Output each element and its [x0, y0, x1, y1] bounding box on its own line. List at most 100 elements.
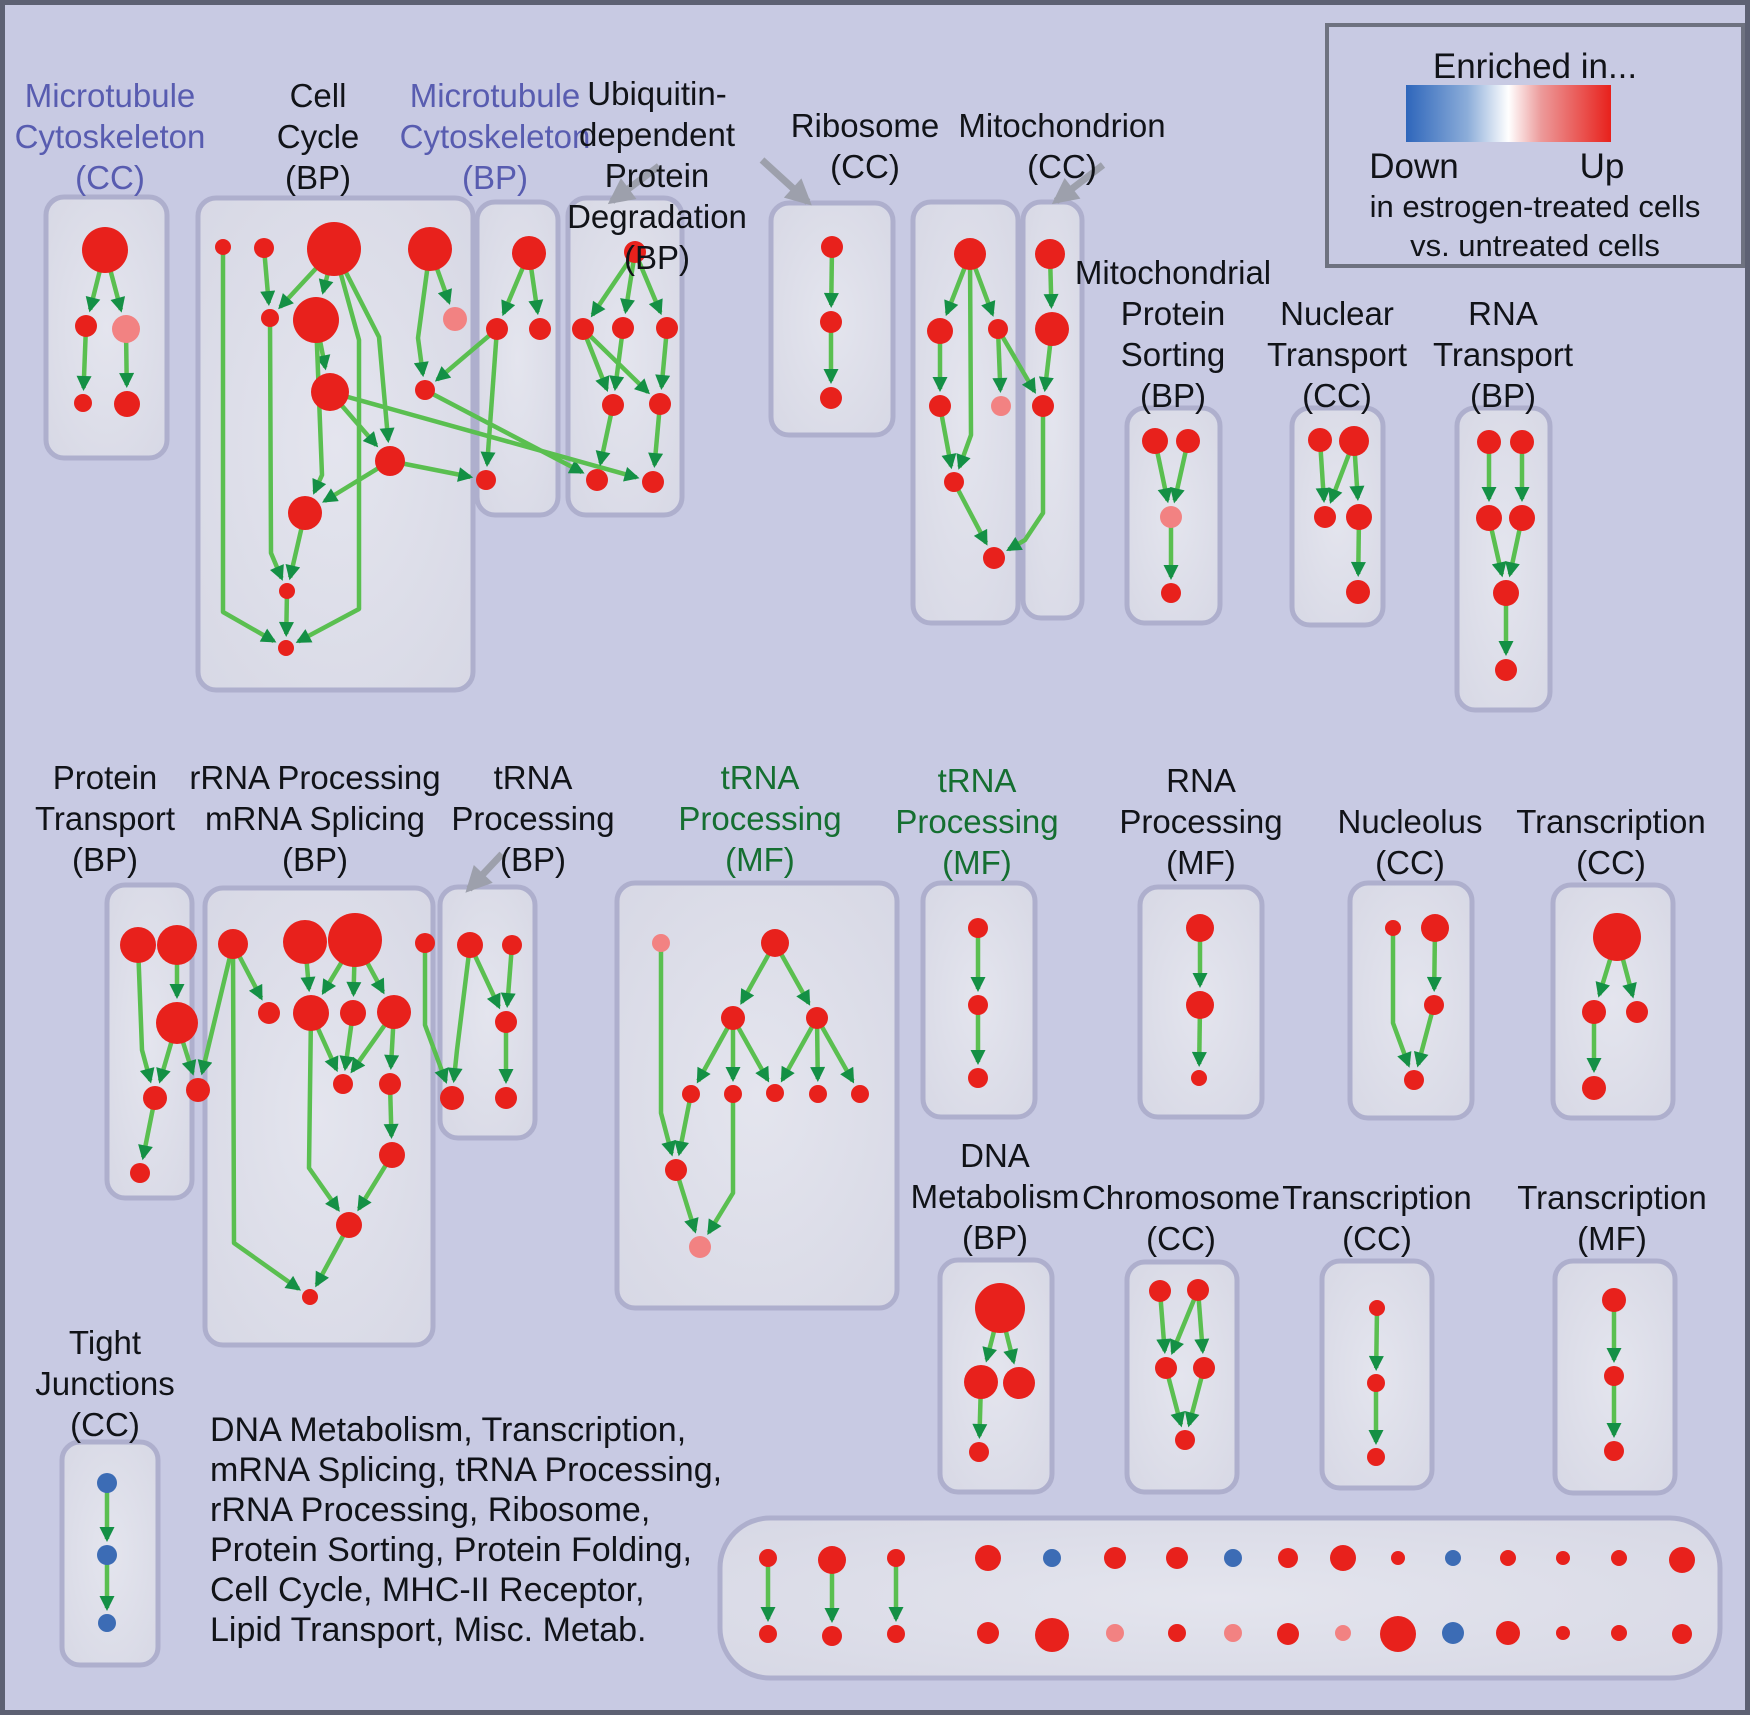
group-label-line: Cytoskeleton	[399, 118, 591, 155]
group-label-nt: Nuclear Transport (CC)	[1267, 293, 1407, 416]
group-label-tj: Tight Junctions (CC)	[35, 1322, 174, 1445]
node-rib_c	[988, 319, 1008, 339]
node-bbb7	[1168, 1624, 1186, 1642]
node-ub_bl	[586, 469, 608, 491]
node-mito_s	[1032, 395, 1054, 417]
node-cc_6	[293, 297, 339, 343]
group-label-line: Microtubule	[409, 77, 581, 114]
node-rib_t	[954, 238, 986, 270]
node-cc_11	[288, 496, 322, 530]
node-cc_7	[443, 307, 467, 331]
node-mps_pk	[1160, 506, 1182, 528]
node-nt_ml	[1314, 506, 1336, 528]
group-label-rm: RNA Processing (MF)	[1119, 760, 1282, 883]
node-tf_a	[1602, 1288, 1626, 1312]
node-mtbp_t	[512, 236, 546, 270]
edge	[197, 943, 236, 1076]
group-box-ch	[1124, 1259, 1240, 1495]
legend-title: Enriched in...	[1432, 47, 1638, 86]
group-label-line: Nucleolus	[1337, 803, 1483, 840]
group-box-nl	[1347, 880, 1475, 1121]
node-nt_tr	[1339, 426, 1369, 456]
node-dm_t	[975, 1283, 1025, 1333]
misc-text-line: mRNA Splicing, tRNA Processing,	[210, 1451, 723, 1489]
group-label-line: Sorting	[1120, 336, 1226, 373]
group-label-ts: tRNA Processing (MF)	[895, 760, 1058, 883]
node-ub_ll	[602, 394, 624, 416]
node-bbb9	[1277, 1623, 1299, 1645]
edge	[135, 944, 155, 1084]
node-rib_b	[983, 547, 1005, 569]
node-ub_ml	[572, 318, 594, 340]
node-bbb4	[977, 1622, 999, 1644]
group-label-rib: Ribosome (CC)	[791, 105, 940, 187]
group-label-line: (MF)	[1577, 1220, 1647, 1257]
group-label-line: (CC)	[1375, 844, 1445, 881]
node-rr_d	[415, 933, 435, 953]
group-label-line: (BP)	[72, 841, 138, 878]
group-label-line: Processing	[1119, 803, 1283, 840]
node-tf_c	[1604, 1441, 1624, 1461]
node-nl_b	[1404, 1070, 1424, 1090]
node-rr_k	[379, 1142, 405, 1168]
node-ub2_c	[820, 387, 842, 409]
group-label-line: (MF)	[725, 841, 795, 878]
node-pt_c	[156, 1002, 198, 1044]
group-label-line: RNA	[1468, 295, 1538, 332]
group-label-mtcc: Microtubule Cytoskeleton (CC)	[15, 75, 206, 198]
group-label-line: Protein	[52, 759, 158, 796]
group-label-line: (BP)	[961, 1219, 1028, 1256]
node-tj_a	[97, 1473, 117, 1493]
annotation-arrow-to-mitochondrion-box	[1051, 162, 1106, 205]
group-label-mtbp: Microtubule Cytoskeleton (BP)	[400, 75, 591, 198]
node-mtcc_t	[82, 227, 128, 273]
group-label-line: Transport	[35, 800, 175, 837]
group-label-line: (BP)	[461, 159, 528, 196]
node-bbt13	[1500, 1550, 1516, 1566]
edge	[992, 328, 1008, 394]
group-label-line: (CC)	[830, 148, 900, 185]
node-rm_b	[1186, 991, 1214, 1019]
node-mito_t	[1035, 239, 1065, 269]
group-box-rt	[1454, 405, 1553, 713]
node-tm_ll	[665, 1159, 687, 1181]
node-tb_5	[495, 1087, 517, 1109]
node-ts_c	[968, 1068, 988, 1088]
edge	[267, 317, 284, 581]
node-mtcc_bl	[74, 394, 92, 412]
node-mps_tr	[1176, 429, 1200, 453]
node-bbt3	[887, 1549, 905, 1567]
group-label-nl: Nucleolus (CC)	[1338, 801, 1483, 883]
node-tm_pk	[652, 934, 670, 952]
node-cc_12	[279, 583, 295, 599]
node-rib_j	[944, 472, 964, 492]
group-label-line: Mitochondrial	[1074, 254, 1272, 291]
group-label-line: (BP)	[281, 841, 348, 878]
node-cc_4	[408, 227, 452, 271]
node-rr_e	[258, 1002, 280, 1024]
node-bbb3	[887, 1625, 905, 1643]
node-rt_mr	[1509, 505, 1535, 531]
node-bbb8	[1224, 1624, 1242, 1642]
node-bbt16	[1669, 1547, 1695, 1573]
node-tc1_t	[1593, 913, 1641, 961]
legend-context-line1: in estrogen-treated cells	[1369, 189, 1701, 224]
group-label-line: Cell	[289, 77, 347, 114]
group-label-line: (MF)	[1166, 844, 1236, 881]
node-bbt11	[1391, 1551, 1405, 1565]
node-bbt8	[1224, 1549, 1242, 1567]
edge	[674, 1093, 694, 1157]
group-label-line: Ubiquitin-	[587, 75, 727, 112]
group-box-bb	[717, 1515, 1723, 1681]
group-label-line: (CC)	[1342, 1220, 1412, 1257]
group-box-mtcc	[43, 194, 170, 461]
network-diagram	[43, 157, 1723, 1681]
node-nl_t	[1421, 914, 1449, 942]
group-label-line: Transcription	[1517, 1179, 1707, 1216]
node-nt_tl	[1308, 428, 1332, 452]
node-ch_mr	[1193, 1357, 1215, 1379]
edge	[220, 247, 277, 644]
group-label-line: Chromosome	[1081, 1179, 1281, 1216]
group-label-line: tRNA	[720, 759, 800, 796]
node-bbb5	[1035, 1618, 1069, 1652]
